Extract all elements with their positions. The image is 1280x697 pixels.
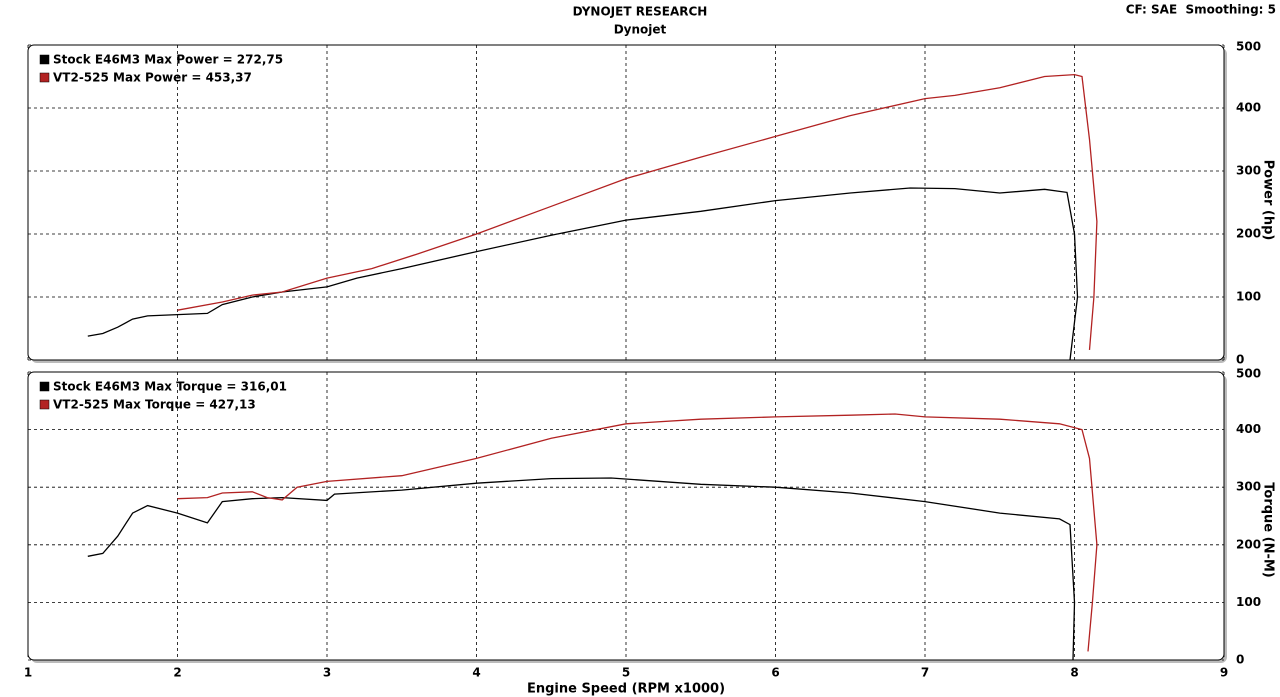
chart-subtitle: Dynojet — [614, 23, 667, 37]
x-tick-label: 6 — [771, 666, 779, 680]
legend-swatch — [39, 54, 50, 65]
y-tick-label: 100 — [1236, 595, 1261, 609]
data-line — [87, 477, 1076, 661]
legend-swatch — [39, 399, 50, 410]
data-line — [177, 73, 1098, 350]
chart-title: DYNOJET RESEARCH — [573, 5, 708, 19]
y-tick-label: 300 — [1236, 480, 1261, 494]
y-tick-label: 100 — [1236, 290, 1261, 304]
settings-note: CF: SAE Smoothing: 5 — [1126, 3, 1276, 17]
x-tick-label: 1 — [24, 666, 32, 680]
x-axis-label: Engine Speed (RPM x1000) — [527, 682, 725, 697]
x-tick-label: 8 — [1070, 666, 1078, 680]
y-tick-label: 200 — [1236, 227, 1261, 241]
x-tick-label: 7 — [921, 666, 929, 680]
data-line — [177, 413, 1098, 652]
y-tick-label: 400 — [1236, 101, 1261, 115]
y-tick-label: 0 — [1236, 653, 1244, 667]
x-tick-label: 9 — [1220, 666, 1228, 680]
legend-label: Stock E46M3 Max Power = 272,75 — [53, 53, 283, 67]
y-axis-label: Power (hp) — [1261, 160, 1276, 241]
legend-swatch — [39, 381, 50, 392]
legend-label: Stock E46M3 Max Torque = 316,01 — [53, 380, 287, 394]
data-line — [87, 187, 1079, 361]
y-axis-label: Torque (N-M) — [1261, 482, 1276, 577]
y-tick-label: 500 — [1236, 367, 1261, 381]
y-tick-label: 200 — [1236, 537, 1261, 551]
x-tick-label: 3 — [323, 666, 331, 680]
y-tick-label: 400 — [1236, 422, 1261, 436]
y-tick-label: 0 — [1236, 353, 1244, 367]
x-tick-label: 5 — [622, 666, 630, 680]
legend-label: VT2-525 Max Torque = 427,13 — [53, 398, 256, 412]
x-tick-label: 2 — [173, 666, 181, 680]
y-tick-label: 300 — [1236, 164, 1261, 178]
legend-label: VT2-525 Max Power = 453,37 — [53, 71, 252, 85]
x-tick-label: 4 — [472, 666, 480, 680]
y-tick-label: 500 — [1236, 40, 1261, 54]
legend-swatch — [39, 72, 50, 83]
